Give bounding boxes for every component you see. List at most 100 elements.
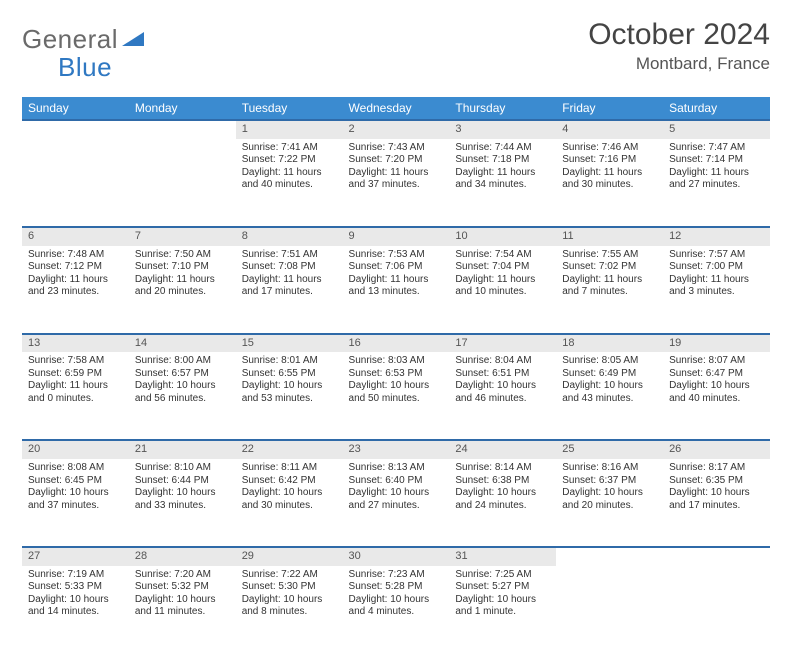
day1-label: Daylight: 11 hours [349, 167, 444, 180]
day-number: 1 [242, 123, 248, 135]
day-content-row: Sunrise: 8:08 AMSunset: 6:45 PMDaylight:… [22, 459, 770, 547]
day-cell: Sunrise: 8:17 AMSunset: 6:35 PMDaylight:… [663, 459, 770, 547]
day-number-cell: 23 [343, 440, 450, 459]
day2-label: and 20 minutes. [135, 286, 230, 299]
day-cell: Sunrise: 7:53 AMSunset: 7:06 PMDaylight:… [343, 246, 450, 334]
day-cell [129, 139, 236, 227]
day-cell [556, 566, 663, 654]
sunrise-label: Sunrise: 7:48 AM [28, 249, 123, 262]
sunset-label: Sunset: 7:22 PM [242, 154, 337, 167]
day-number-cell: 24 [449, 440, 556, 459]
sunrise-label: Sunrise: 7:51 AM [242, 249, 337, 262]
day2-label: and 14 minutes. [28, 606, 123, 619]
sunrise-label: Sunrise: 8:01 AM [242, 355, 337, 368]
sunrise-label: Sunrise: 7:54 AM [455, 249, 550, 262]
day1-label: Daylight: 10 hours [28, 487, 123, 500]
sunrise-label: Sunrise: 8:13 AM [349, 462, 444, 475]
day-cell: Sunrise: 8:10 AMSunset: 6:44 PMDaylight:… [129, 459, 236, 547]
day-number: 23 [349, 443, 361, 455]
sunset-label: Sunset: 7:06 PM [349, 261, 444, 274]
day-cell: Sunrise: 7:20 AMSunset: 5:32 PMDaylight:… [129, 566, 236, 654]
sunrise-label: Sunrise: 8:08 AM [28, 462, 123, 475]
sunrise-label: Sunrise: 8:07 AM [669, 355, 764, 368]
day1-label: Daylight: 10 hours [349, 380, 444, 393]
day-cell: Sunrise: 7:41 AMSunset: 7:22 PMDaylight:… [236, 139, 343, 227]
day2-label: and 40 minutes. [242, 179, 337, 192]
day-number: 20 [28, 443, 40, 455]
day2-label: and 27 minutes. [349, 500, 444, 513]
day2-label: and 11 minutes. [135, 606, 230, 619]
day2-label: and 17 minutes. [242, 286, 337, 299]
day-number: 29 [242, 550, 254, 562]
sunset-label: Sunset: 7:16 PM [562, 154, 657, 167]
day2-label: and 43 minutes. [562, 393, 657, 406]
calendar-head: Sunday Monday Tuesday Wednesday Thursday… [22, 97, 770, 120]
day2-label: and 17 minutes. [669, 500, 764, 513]
day-cell: Sunrise: 8:00 AMSunset: 6:57 PMDaylight:… [129, 352, 236, 440]
day-number: 19 [669, 337, 681, 349]
sunrise-label: Sunrise: 7:20 AM [135, 569, 230, 582]
sunset-label: Sunset: 6:53 PM [349, 368, 444, 381]
day-number: 16 [349, 337, 361, 349]
day2-label: and 46 minutes. [455, 393, 550, 406]
day-number-cell: 5 [663, 120, 770, 139]
day-number-cell: 22 [236, 440, 343, 459]
sunset-label: Sunset: 7:02 PM [562, 261, 657, 274]
day1-label: Daylight: 11 hours [669, 167, 764, 180]
day-number-cell: 7 [129, 227, 236, 246]
day-number-cell: 4 [556, 120, 663, 139]
day-number-cell: 13 [22, 334, 129, 353]
day-number: 21 [135, 443, 147, 455]
col-friday: Friday [556, 97, 663, 120]
day-number-cell: 6 [22, 227, 129, 246]
day-number-cell [129, 120, 236, 139]
day2-label: and 0 minutes. [28, 393, 123, 406]
day2-label: and 27 minutes. [669, 179, 764, 192]
day-number: 3 [455, 123, 461, 135]
day1-label: Daylight: 10 hours [349, 594, 444, 607]
day2-label: and 10 minutes. [455, 286, 550, 299]
sunset-label: Sunset: 6:42 PM [242, 475, 337, 488]
day1-label: Daylight: 11 hours [242, 167, 337, 180]
day-cell: Sunrise: 7:47 AMSunset: 7:14 PMDaylight:… [663, 139, 770, 227]
brand-part1: General [22, 24, 118, 55]
day-number-cell: 15 [236, 334, 343, 353]
day1-label: Daylight: 10 hours [669, 487, 764, 500]
sunrise-label: Sunrise: 8:11 AM [242, 462, 337, 475]
day-number-cell: 18 [556, 334, 663, 353]
day-number-cell: 1 [236, 120, 343, 139]
day-number-cell: 20 [22, 440, 129, 459]
sunset-label: Sunset: 6:37 PM [562, 475, 657, 488]
day-number-cell: 31 [449, 547, 556, 566]
day-cell: Sunrise: 8:04 AMSunset: 6:51 PMDaylight:… [449, 352, 556, 440]
sunset-label: Sunset: 6:40 PM [349, 475, 444, 488]
day-content-row: Sunrise: 7:41 AMSunset: 7:22 PMDaylight:… [22, 139, 770, 227]
col-tuesday: Tuesday [236, 97, 343, 120]
day1-label: Daylight: 10 hours [135, 594, 230, 607]
day-number-cell: 8 [236, 227, 343, 246]
sunrise-label: Sunrise: 8:04 AM [455, 355, 550, 368]
day-cell: Sunrise: 7:58 AMSunset: 6:59 PMDaylight:… [22, 352, 129, 440]
day-cell: Sunrise: 8:14 AMSunset: 6:38 PMDaylight:… [449, 459, 556, 547]
day1-label: Daylight: 11 hours [562, 274, 657, 287]
sunset-label: Sunset: 6:57 PM [135, 368, 230, 381]
day2-label: and 37 minutes. [349, 179, 444, 192]
sunrise-label: Sunrise: 7:57 AM [669, 249, 764, 262]
day-number-cell: 11 [556, 227, 663, 246]
day2-label: and 8 minutes. [242, 606, 337, 619]
sunset-label: Sunset: 5:28 PM [349, 581, 444, 594]
day1-label: Daylight: 11 hours [455, 167, 550, 180]
day-number-cell: 9 [343, 227, 450, 246]
sunrise-label: Sunrise: 8:14 AM [455, 462, 550, 475]
day-number-cell [22, 120, 129, 139]
sunrise-label: Sunrise: 8:17 AM [669, 462, 764, 475]
day-number-cell: 12 [663, 227, 770, 246]
day1-label: Daylight: 11 hours [669, 274, 764, 287]
day1-label: Daylight: 11 hours [28, 380, 123, 393]
day-cell: Sunrise: 8:03 AMSunset: 6:53 PMDaylight:… [343, 352, 450, 440]
day-cell: Sunrise: 8:07 AMSunset: 6:47 PMDaylight:… [663, 352, 770, 440]
sunrise-label: Sunrise: 8:00 AM [135, 355, 230, 368]
col-wednesday: Wednesday [343, 97, 450, 120]
sunrise-label: Sunrise: 7:58 AM [28, 355, 123, 368]
day1-label: Daylight: 10 hours [135, 380, 230, 393]
